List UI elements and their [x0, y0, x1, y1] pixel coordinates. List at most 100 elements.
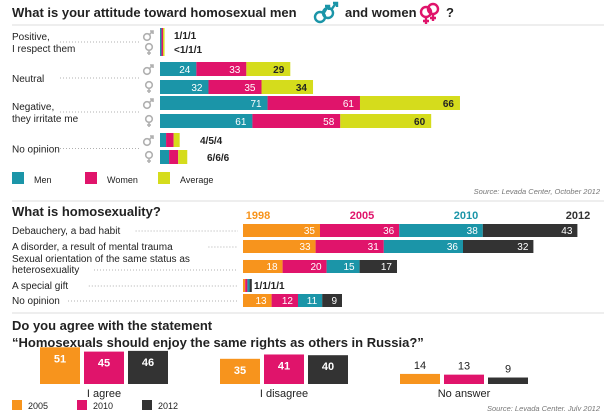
- small-value-label: 6/6/6: [207, 153, 230, 164]
- bar-value-label: 40: [322, 361, 334, 373]
- legend-label: Men: [34, 175, 52, 185]
- male-symbol-ring: [142, 100, 152, 110]
- legend-swatch-men: [12, 172, 24, 184]
- male-symbol-ring: [142, 137, 152, 147]
- chart-title: What is your attitude toward homosexual …: [12, 5, 297, 20]
- bar-value-label: 45: [98, 358, 110, 370]
- bar-value-label: 9: [331, 296, 337, 307]
- bar-value-label: 71: [250, 99, 262, 110]
- bar-2010: [264, 354, 304, 384]
- bar-segment-2010: [383, 240, 463, 253]
- bar-value-label: 35: [234, 365, 246, 377]
- bar-value-label: 32: [517, 242, 529, 253]
- legend-label: Women: [107, 175, 138, 185]
- bar-value-label: 60: [414, 117, 426, 128]
- female-symbol-ring: [144, 150, 154, 160]
- bar-2010: [444, 374, 484, 384]
- bar-value-label: 36: [447, 242, 459, 253]
- men-title-icon: [313, 1, 339, 24]
- bar-segment-men: [160, 28, 162, 42]
- bar-segment-2010: [326, 260, 360, 273]
- bar-segment-average: [246, 62, 291, 76]
- legend-swatch-2005: [12, 400, 22, 410]
- category-label: heterosexuality: [12, 265, 79, 276]
- bar-2005: [40, 347, 80, 384]
- bar-segment-1998: [243, 279, 246, 292]
- bar-segment-women: [161, 28, 164, 42]
- bar-segment-2012: [322, 294, 342, 307]
- bar-value-label: 41: [278, 360, 290, 372]
- bar-2010: [84, 351, 124, 384]
- bar-value-label: 18: [266, 262, 278, 273]
- female-symbol-cross: [147, 88, 151, 93]
- bar-value-label: 17: [381, 262, 393, 273]
- female-cross-2: [430, 14, 436, 21]
- bar-segment-women: [208, 80, 262, 94]
- bar-value-label: 43: [561, 226, 573, 237]
- female-cross-1: [423, 17, 429, 24]
- bar-segment-2005: [282, 260, 327, 273]
- female-icon: [144, 80, 154, 93]
- female-icon: [144, 42, 154, 55]
- category-label: Sexual orientation of the same status as: [12, 254, 190, 265]
- legend-label: 2012: [158, 401, 178, 411]
- category-label: I disagree: [260, 388, 308, 400]
- bar-value-label: 58: [323, 117, 335, 128]
- category-label: No opinion: [12, 296, 60, 307]
- male-arrow-1: [322, 4, 331, 15]
- bar-value-label: 32: [191, 83, 203, 94]
- bar-segment-average: [163, 28, 165, 42]
- category-label: Negative,: [12, 102, 54, 113]
- bar-value-label: 33: [229, 65, 241, 76]
- female-symbol-cross: [147, 158, 151, 163]
- source-note: Source: Levada Center, October 2012: [474, 187, 601, 196]
- bar-value-label: 12: [282, 296, 294, 307]
- bar-value-label: 34: [296, 83, 308, 94]
- bar-value-label: 13: [458, 361, 470, 373]
- legend-label: 2010: [93, 401, 113, 411]
- bar-value-label: 9: [505, 364, 511, 376]
- bar-value-label: 24: [179, 65, 191, 76]
- chart-title-question-mark: ?: [446, 5, 454, 20]
- bar-segment-2005: [245, 279, 248, 292]
- category-label: Debauchery, a bad habit: [12, 226, 120, 237]
- legend-label: 2005: [28, 401, 48, 411]
- bar-2005: [220, 358, 260, 384]
- bar-value-label: 15: [343, 262, 355, 273]
- bar-value-label: 36: [383, 226, 395, 237]
- year-label: 2010: [454, 210, 478, 222]
- chart-title-and: and women: [345, 5, 417, 20]
- female-symbol-ring: [144, 80, 154, 90]
- bar-segment-average: [173, 133, 180, 147]
- bar-segment-men: [160, 133, 167, 147]
- bar-segment-average: [261, 80, 314, 94]
- category-label: Neutral: [12, 74, 44, 85]
- bar-value-label: 51: [54, 353, 66, 365]
- bar-segment-1998: [243, 260, 283, 273]
- bar-2012: [488, 377, 528, 384]
- female-icon: [144, 150, 154, 163]
- bar-value-label: 35: [304, 226, 316, 237]
- bar-value-label: 20: [310, 262, 322, 273]
- legend-swatch-average: [158, 172, 170, 184]
- female-symbol-ring: [144, 114, 154, 124]
- bar-segment-2012: [482, 224, 578, 237]
- bar-segment-average: [163, 42, 165, 56]
- bar-segment-men: [160, 42, 162, 56]
- category-label: A disorder, a result of mental trauma: [12, 242, 173, 253]
- legend-swatch-women: [85, 172, 97, 184]
- bar-segment-average: [340, 114, 432, 128]
- legend-swatch-2010: [77, 400, 87, 410]
- bar-segment-2005: [315, 240, 384, 253]
- bar-2012: [128, 350, 168, 384]
- bar-segment-2010: [247, 279, 250, 292]
- chart-title: Do you agree with the statement: [12, 318, 213, 333]
- bar-segment-men: [160, 114, 253, 128]
- female-symbol-ring: [144, 42, 154, 52]
- male-symbol-arrow: [148, 98, 154, 104]
- year-label: 1998: [246, 210, 270, 222]
- category-label: A special gift: [12, 281, 68, 292]
- female-icon: [144, 114, 154, 127]
- category-label: I respect them: [12, 44, 75, 55]
